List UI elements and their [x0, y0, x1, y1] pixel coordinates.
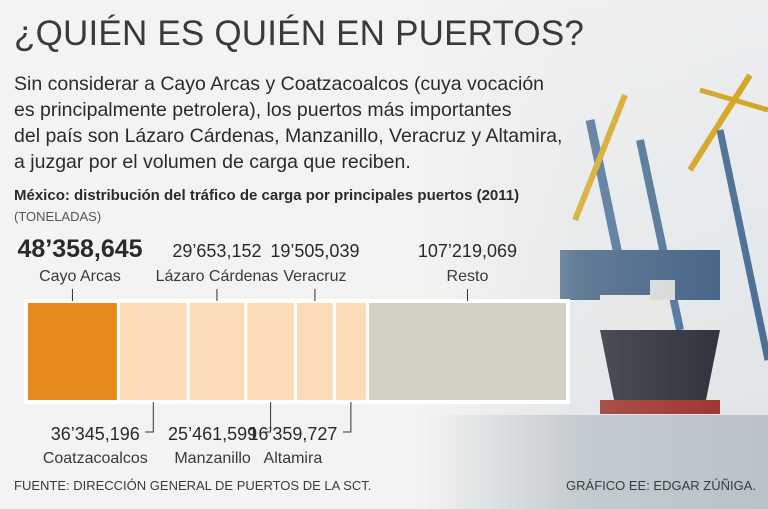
intro-line: del país son Lázaro Cárdenas, Manzanillo… [14, 125, 563, 147]
bar-segment-altamira [335, 303, 366, 400]
category-label-manzanillo: Manzanillo [174, 450, 251, 467]
value-label-altamira: 16’359,727 [248, 424, 337, 444]
intro-line: Sin considerar a Cayo Arcas y Coatzacoal… [14, 73, 545, 95]
chart-units: (TONELADAS) [14, 209, 102, 224]
bar-segment-cayo-arcas [28, 303, 117, 400]
category-label-resto: Resto [447, 268, 489, 285]
value-label-lazaro-cardenas: 29’653,152 [172, 241, 261, 261]
bar-segment-manzanillo [247, 303, 294, 400]
page-title: ¿QUIÉN ES QUIÉN EN PUERTOS? [14, 14, 585, 53]
category-label-lazaro-cardenas: Lázaro Cárdenas [156, 268, 279, 285]
leader-line-coatzacoalcos [145, 402, 154, 433]
value-label-cayo-arcas: 48’358,645 [17, 235, 142, 263]
category-label-coatzacoalcos: Coatzacoalcos [43, 450, 148, 467]
category-label-altamira: Altamira [264, 450, 323, 467]
bar-segment-coatzacoalcos [119, 303, 187, 400]
footer-source: FUENTE: DIRECCIÓN GENERAL DE PUERTOS DE … [14, 478, 372, 493]
value-label-manzanillo: 25’461,599 [168, 424, 257, 444]
intro-paragraph: Sin considerar a Cayo Arcas y Coatzacoal… [14, 71, 614, 175]
category-label-veracruz: Veracruz [283, 268, 346, 285]
value-label-veracruz: 19’505,039 [270, 241, 359, 261]
value-label-coatzacoalcos: 36’345,196 [51, 424, 140, 444]
leader-line-manzanillo [262, 402, 272, 433]
footer-credit: GRÁFICO EE: EDGAR ZÚÑIGA. [566, 478, 756, 493]
bar-segment-veracruz [296, 303, 333, 400]
leader-line-altamira [342, 402, 352, 433]
bar-segment-resto [368, 303, 566, 400]
chart-title: México: distribución del tráfico de carg… [14, 187, 520, 204]
intro-line: es principalmente petrolera), los puerto… [14, 99, 512, 121]
intro-line: a juzgar por el volumen de carga que rec… [14, 151, 411, 173]
category-label-cayo-arcas: Cayo Arcas [39, 268, 121, 285]
bar-segment-lazaro-cardenas [189, 303, 245, 400]
value-label-resto: 107’219,069 [418, 241, 517, 261]
